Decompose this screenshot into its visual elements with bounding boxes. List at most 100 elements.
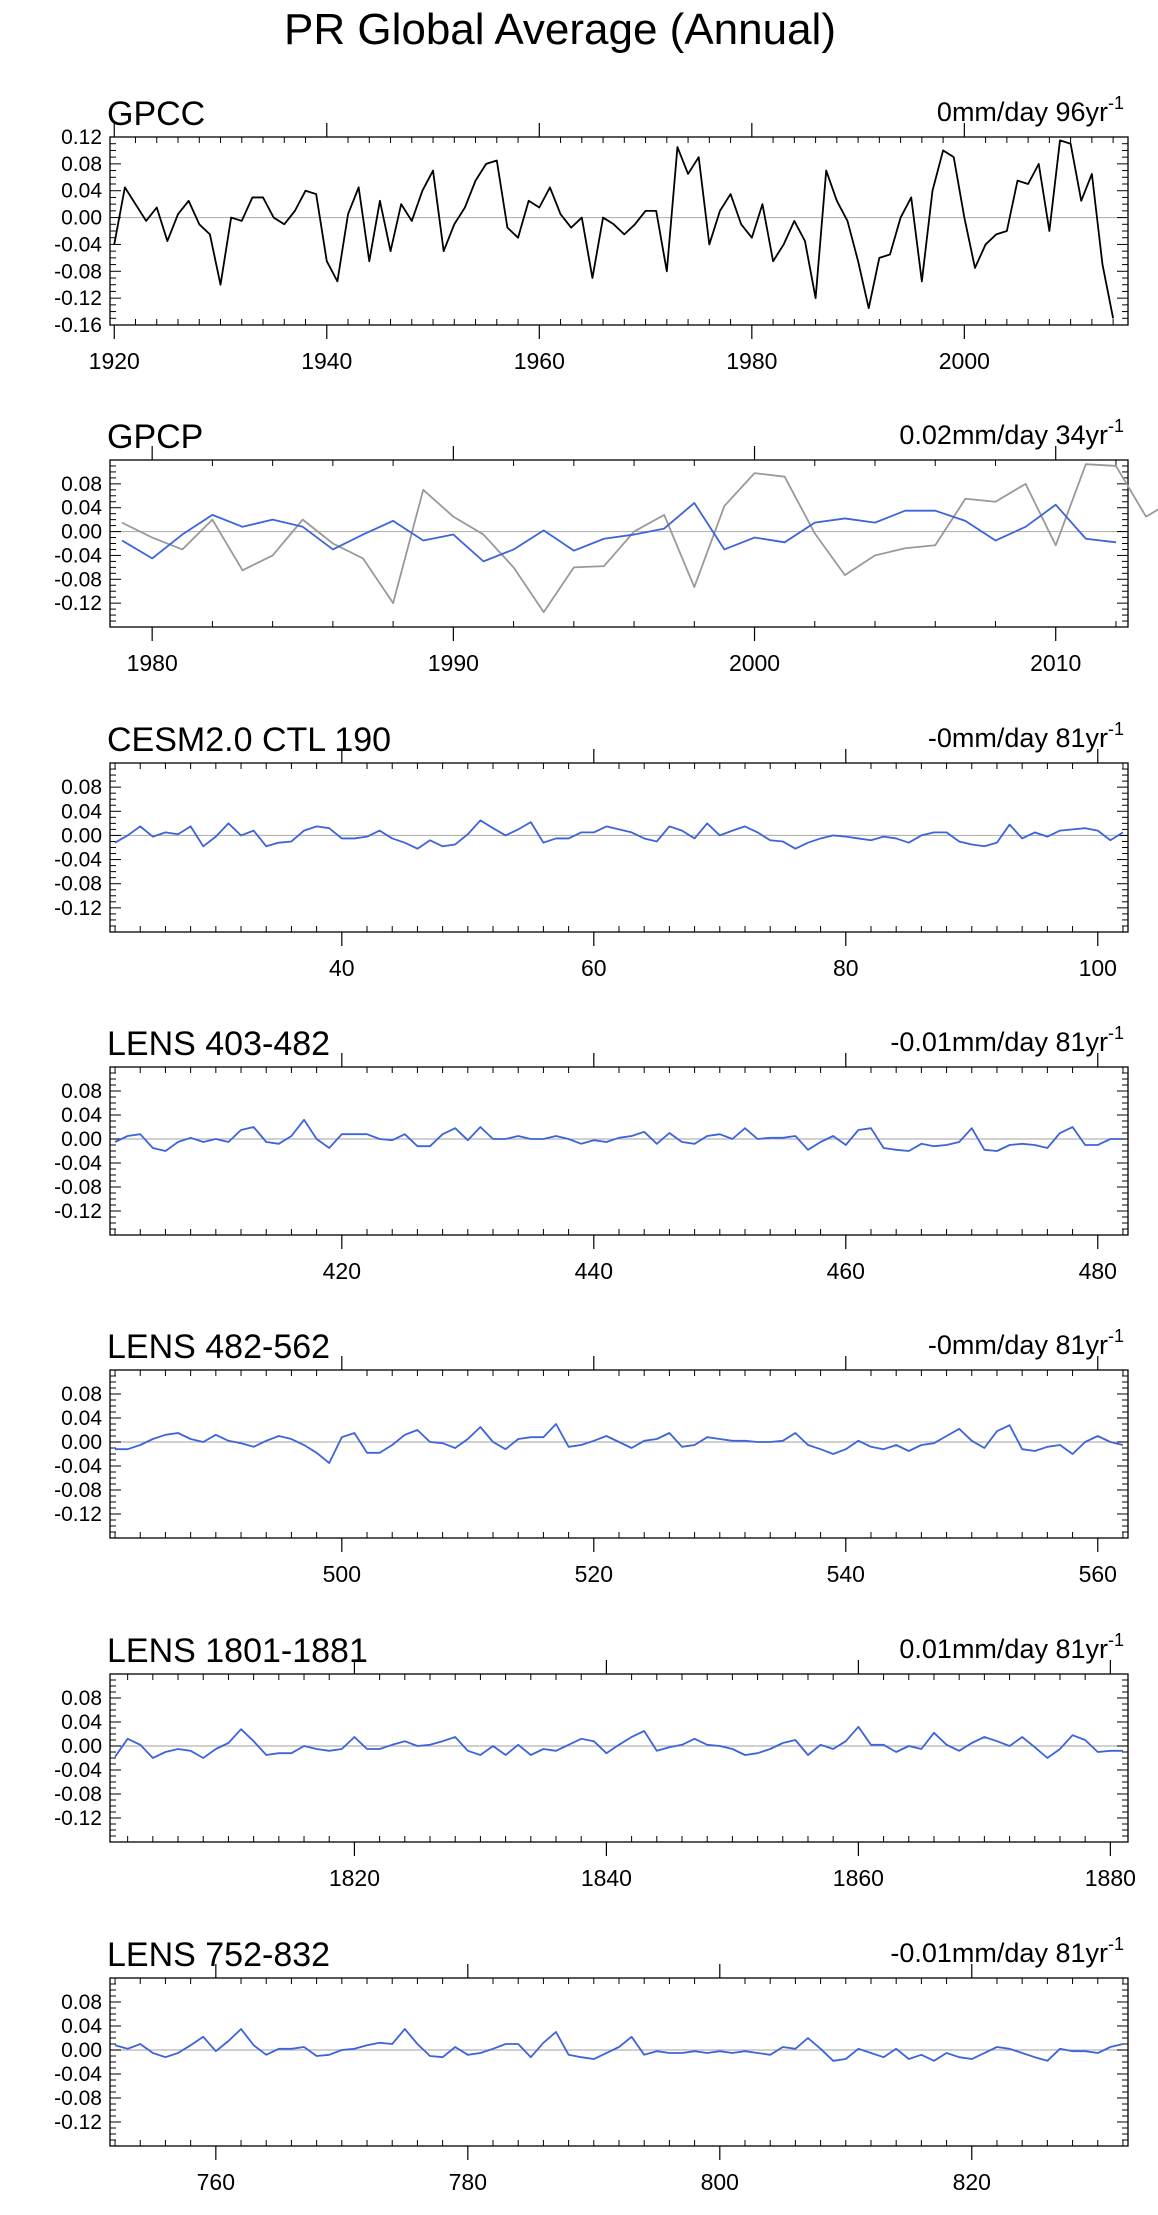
figure-title: PR Global Average (Annual): [284, 5, 836, 54]
series-line: [114, 819, 1124, 850]
x-tick-label: 800: [701, 2169, 739, 2195]
trend-exponent: -1: [1108, 416, 1124, 436]
plot-frame: [109, 1369, 1129, 1539]
x-tick-label: 1860: [833, 1865, 884, 1891]
x-tick-label: 540: [827, 1561, 865, 1587]
panel-title: LENS 482-562: [107, 1328, 330, 1366]
panel-title: LENS 1801-1881: [107, 1632, 368, 1670]
chart-panel: 0.080.040.00-0.04-0.08-0.12 500 520 540 560 L…: [54, 1326, 1129, 1587]
y-tick-label: 0.04: [61, 800, 102, 823]
chart-panel: 0.080.040.00-0.04-0.08-0.12 1820 1840 1860 1…: [54, 1630, 1136, 1891]
y-tick-label: 0.00: [61, 2039, 102, 2062]
y-tick-label: -0.12: [54, 2111, 102, 2134]
y-tick-label: -0.08: [54, 1783, 102, 1806]
y-tick-label: 0.00: [61, 1735, 102, 1758]
y-tick-label: 0.04: [61, 497, 102, 520]
y-tick-label: -0.08: [54, 1176, 102, 1199]
x-tick-label: 1820: [329, 1865, 380, 1891]
y-tick-label: -0.04: [54, 233, 102, 256]
y-tick-label: 0.12: [61, 126, 102, 149]
trend-label: -0mm/day 81yr-1: [928, 1326, 1124, 1360]
y-tick-label: 0.08: [61, 473, 102, 496]
trend-label: -0mm/day 81yr-1: [928, 719, 1124, 753]
y-tick-label: 0.08: [61, 1687, 102, 1710]
x-tick-label: 480: [1079, 1258, 1117, 1284]
trend-exponent: -1: [1108, 1934, 1124, 1954]
x-tick-label: 460: [827, 1258, 865, 1284]
series-line: [115, 1423, 1124, 1464]
y-tick-label: 0.08: [61, 1991, 102, 2014]
x-tick-label: 1920: [89, 348, 140, 374]
y-tick-label: 0.08: [61, 1383, 102, 1406]
y-tick-label: 0.04: [61, 1711, 102, 1734]
plot-frame: [109, 1673, 1129, 1843]
x-tick-label: 440: [575, 1258, 613, 1284]
y-tick-label: -0.12: [54, 592, 102, 615]
panel-title: LENS 403-482: [107, 1025, 330, 1063]
series-line: [114, 1118, 1123, 1152]
y-tick-label: 0.00: [61, 1431, 102, 1454]
x-tick-label: 1840: [581, 1865, 632, 1891]
x-tick-label: 1980: [726, 348, 777, 374]
trend-exponent: -1: [1108, 1023, 1124, 1043]
trend-exponent: -1: [1108, 1326, 1124, 1346]
trend-label: 0mm/day 96yr-1: [937, 93, 1124, 127]
plot-frame: [109, 1977, 1129, 2147]
chart-panel: 0.080.040.00-0.04-0.08-0.12 760 780 800 820 L…: [54, 1934, 1129, 2195]
y-tick-label: -0.08: [54, 568, 102, 591]
y-tick-label: 0.04: [61, 1407, 102, 1430]
trend-label: 0.02mm/day 34yr-1: [899, 416, 1124, 450]
y-tick-label: -0.08: [54, 2087, 102, 2110]
y-tick-label: 0.08: [61, 1080, 102, 1103]
y-tick-label: -0.08: [54, 260, 102, 283]
x-tick-label: 1880: [1085, 1865, 1136, 1891]
trend-label: 0.01mm/day 81yr-1: [899, 1630, 1124, 1664]
y-tick-label: 0.04: [61, 180, 102, 203]
x-tick-label: 80: [833, 955, 859, 981]
series-line: [114, 1725, 1123, 1759]
panel-title: LENS 752-832: [107, 1936, 330, 1974]
x-tick-label: 2010: [1030, 650, 1081, 676]
y-tick-label: 0.00: [61, 824, 102, 847]
y-tick-label: -0.04: [54, 849, 102, 872]
x-tick-label: 820: [953, 2169, 991, 2195]
y-tick-label: 0.04: [61, 1104, 102, 1127]
x-tick-label: 60: [581, 955, 607, 981]
x-tick-label: 1940: [301, 348, 352, 374]
trend-exponent: -1: [1108, 93, 1124, 113]
x-tick-label: 2000: [729, 650, 780, 676]
chart-panel: 0.080.040.00-0.04-0.08-0.12 40 60 80 100 CESM…: [54, 719, 1129, 981]
x-tick-label: 500: [323, 1561, 361, 1587]
x-tick-label: 40: [329, 955, 355, 981]
panel-title: GPCC: [107, 95, 205, 133]
chart-panel: 0.080.040.00-0.04-0.08-0.12 420 440 460 480 L…: [54, 1023, 1129, 1284]
y-tick-label: -0.12: [54, 897, 102, 920]
trend-label: -0.01mm/day 81yr-1: [890, 1934, 1124, 1968]
x-tick-label: 520: [575, 1561, 613, 1587]
chart-panel: 0.080.040.00-0.04-0.08-0.12 1980 1990 2000 2…: [54, 416, 1158, 676]
y-tick-label: -0.12: [54, 1503, 102, 1526]
x-tick-label: 100: [1079, 955, 1117, 981]
chart-panel: 0.12 0.08 0.04 0.00 -0.04 -0.08 -0.12 -0.16 1920…: [54, 93, 1129, 374]
plot-frame: [109, 136, 1129, 326]
plot-frame: [109, 459, 1129, 628]
trend-exponent: -1: [1108, 719, 1124, 739]
x-tick-label: 780: [449, 2169, 487, 2195]
y-tick-label: 0.00: [61, 1128, 102, 1151]
y-tick-label: 0.00: [61, 521, 102, 544]
trend-label: -0.01mm/day 81yr-1: [890, 1023, 1124, 1057]
y-tick-label: -0.08: [54, 873, 102, 896]
y-tick-label: -0.04: [54, 1152, 102, 1175]
plot-frame: [109, 762, 1129, 933]
panel-title: GPCP: [107, 418, 203, 456]
series-line: [113, 139, 1115, 319]
y-tick-label: 0.08: [61, 153, 102, 176]
y-tick-label: 0.00: [61, 207, 102, 230]
plot-frame: [109, 1066, 1129, 1236]
y-tick-label: -0.08: [54, 1479, 102, 1502]
series-line: [121, 502, 1117, 563]
x-tick-label: 420: [323, 1258, 361, 1284]
x-tick-label: 2000: [939, 348, 990, 374]
